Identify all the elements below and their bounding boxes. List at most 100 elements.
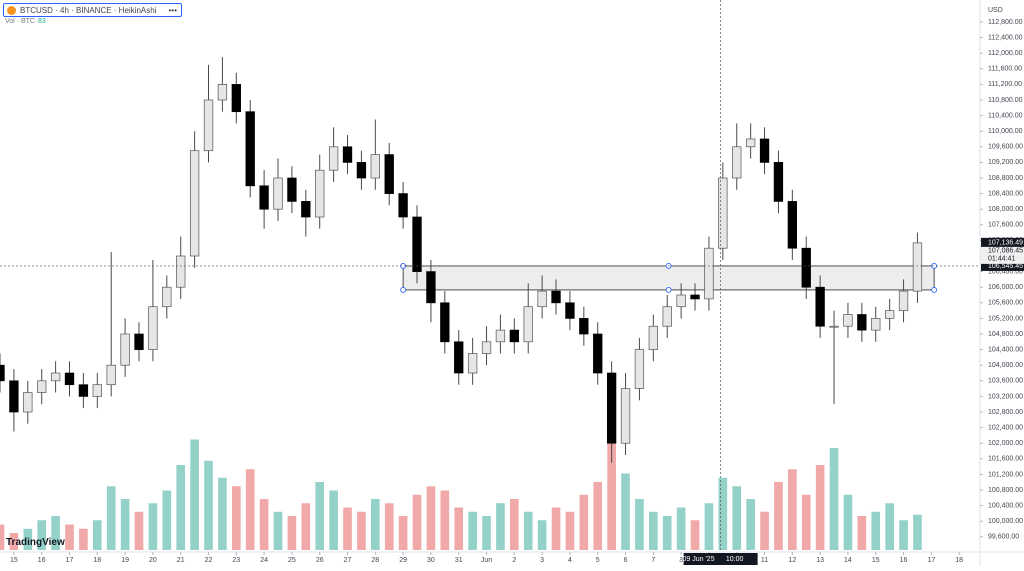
volume-bar [121, 499, 130, 550]
candle-body [691, 295, 700, 299]
x-tick-label: 5 [596, 557, 600, 564]
candle-body [149, 307, 158, 350]
y-tick-label: 109,200.00 [988, 159, 1023, 166]
volume-bar [135, 512, 144, 550]
candle-body [315, 170, 324, 217]
x-tick-label: 4 [568, 557, 572, 564]
volume-bar [274, 512, 283, 550]
candle-body [399, 194, 408, 217]
candle-body [482, 342, 491, 354]
y-tick-label: 108,400.00 [988, 190, 1023, 197]
candle-body [65, 373, 74, 385]
volume-bar [830, 448, 839, 550]
brand-logo[interactable]: TradingView [6, 537, 65, 548]
candle-body [176, 256, 185, 287]
y-tick-label: 110,000.00 [988, 128, 1023, 135]
y-tick-label: 101,200.00 [988, 471, 1023, 478]
currency-label: USD [988, 7, 1003, 14]
more-button[interactable]: ••• [168, 6, 176, 15]
volume-bar [482, 516, 491, 550]
x-tick-label: 16 [900, 557, 908, 564]
candle-body [566, 303, 575, 319]
y-tick-label: 104,800.00 [988, 331, 1023, 338]
candle-body [121, 334, 130, 365]
volume-bar [413, 495, 422, 550]
candle-body [510, 330, 519, 342]
x-tick-label: 24 [260, 557, 268, 564]
candle-body [232, 84, 241, 111]
volume-bar [427, 486, 436, 550]
volume-bar [580, 495, 589, 550]
candle-body [93, 385, 102, 397]
candle-body [10, 381, 19, 412]
y-tick-label: 104,000.00 [988, 362, 1023, 369]
y-tick-label: 107,600.00 [988, 222, 1023, 229]
volume-bar [885, 503, 894, 550]
volume-bar [107, 486, 116, 550]
volume-bar [399, 516, 408, 550]
y-tick-label: 112,000.00 [988, 50, 1023, 57]
volume-title: Vol · BTC [5, 18, 35, 25]
volume-bar [454, 508, 463, 551]
volume-bar [844, 495, 853, 550]
zone-handle [401, 287, 406, 292]
candle-body [496, 330, 505, 342]
y-tick-label: 103,600.00 [988, 378, 1023, 385]
candle-body [663, 307, 672, 327]
y-tick-label: 108,800.00 [988, 175, 1023, 182]
zone-handle [666, 287, 671, 292]
candle-body [343, 147, 352, 163]
candle-body [802, 248, 811, 287]
x-tick-label: 31 [455, 557, 463, 564]
volume-bar [176, 465, 185, 550]
volume-bar [329, 491, 338, 551]
candle-body [51, 373, 60, 381]
y-tick-label: 111,200.00 [988, 81, 1022, 88]
last-price-label: 107,136.49 [988, 240, 1023, 247]
volume-bar [566, 512, 575, 550]
candle-body [844, 315, 853, 327]
symbol-title: BTCUSD · 4h · BINANCE · HeikinAshi [20, 6, 156, 15]
x-tick-label: 16 [38, 557, 46, 564]
y-tick-label: 105,600.00 [988, 300, 1023, 307]
y-tick-label: 100,000.00 [988, 518, 1023, 525]
volume-bar [79, 529, 88, 550]
volume-bar [0, 525, 4, 551]
candle-body [621, 389, 630, 444]
candle-body [274, 178, 283, 209]
candle-body [719, 178, 728, 248]
symbol-header[interactable]: BTCUSD · 4h · BINANCE · HeikinAshi ••• [3, 3, 182, 17]
volume-bar [732, 486, 741, 550]
candle-body [204, 100, 213, 151]
x-tick-label: 22 [205, 557, 213, 564]
candle-body [607, 373, 616, 443]
candle-body [732, 147, 741, 178]
y-tick-label: 110,400.00 [988, 112, 1023, 119]
volume-bar [705, 503, 714, 550]
y-tick-label: 101,600.00 [988, 456, 1023, 463]
candle-body [830, 326, 839, 327]
y-tick-label: 102,400.00 [988, 424, 1023, 431]
candle-body [552, 291, 561, 303]
plot [0, 57, 937, 550]
volume-bar [371, 499, 380, 550]
candle-body [441, 303, 450, 342]
candle-body [302, 201, 311, 217]
x-tick-label: 7 [651, 557, 655, 564]
volume-bar [719, 478, 728, 550]
x-tick-label: 20 [149, 557, 157, 564]
volume-bar [552, 508, 561, 551]
candle-body [524, 307, 533, 342]
x-tick-label: 27 [344, 557, 352, 564]
y-tick-label: 102,000.00 [988, 440, 1023, 447]
candle-body [246, 112, 255, 186]
volume-bar [774, 482, 783, 550]
candle-body [190, 151, 199, 256]
candle-body [858, 315, 867, 331]
y-tick-label: 99,600.00 [988, 534, 1019, 541]
candle-body [288, 178, 297, 201]
candle-body [899, 291, 908, 311]
volume-bar [288, 516, 297, 550]
